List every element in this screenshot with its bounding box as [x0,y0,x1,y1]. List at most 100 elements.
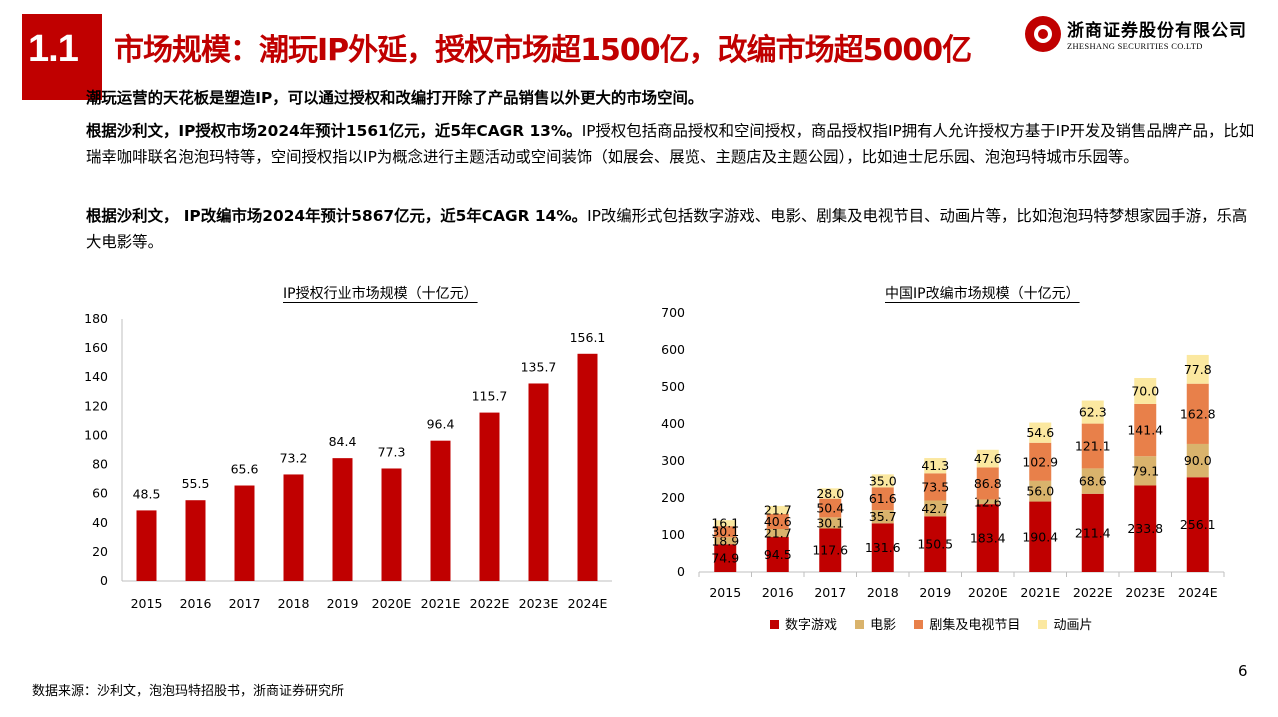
segment-value-label: 41.3 [921,458,949,473]
logo-en-text: ZHESHANG SECURITIES CO.LTD [1067,41,1203,51]
adaptation-legend: 数字游戏 电影 剧集及电视节目 动画片 [770,614,1106,633]
x-tick-label: 2016 [180,596,212,611]
segment-value-label: 121.1 [1075,438,1111,453]
y-tick-label: 120 [84,398,108,413]
x-tick-label: 2015 [709,585,741,600]
bar-value-label: 77.3 [378,444,406,459]
section-number: 1.1 [28,28,79,70]
x-tick-label: 2021E [1020,585,1060,600]
legend-label-tv: 剧集及电视节目 [929,618,1021,633]
legend-swatch-film [855,620,865,629]
licensing-bar-chart: 0 20 40 60 80 100 120 140 160 180 48.5 2015 55.5 2016… [84,311,612,611]
stack-segment-3 [924,458,947,474]
segment-value-label: 73.5 [921,479,949,494]
stack-segment-1 [924,500,947,517]
adaptation-chart-title: 中国IP改编市场规模（十亿元） [885,286,1080,302]
segment-value-label: 28.0 [816,486,844,501]
stack-segment-0 [1134,485,1157,572]
x-tick-label: 2020E [372,596,412,611]
segment-value-label: 79.1 [1131,463,1159,478]
x-tick-label: 2015 [131,596,163,611]
stack-segment-1 [819,517,842,529]
stack-segment-2 [1134,403,1157,457]
adaptation-highlight: 根据沙利文， IP改编市场2024年预计5867亿元，近5年CAGR 14%。 [86,207,588,225]
adaptation-stacked-chart: 010020030040050060070074.918.930.116.120… [661,305,1225,600]
stack-segment-2 [871,487,894,511]
page-title: 市场规模：潮玩IP外延，授权市场超1500亿，改编市场超5000亿 [114,33,972,68]
y-tick-label: 400 [661,416,685,431]
stack-segment-3 [1029,422,1052,443]
segment-value-label: 21.7 [764,502,792,517]
stack-segment-2 [766,513,789,530]
y-tick-label: 140 [84,369,108,384]
licensing-bar [185,500,206,581]
x-tick-label: 2016 [762,585,794,600]
stack-segment-2 [819,498,842,518]
y-tick-label: 40 [92,515,108,530]
stack-segment-0 [976,504,999,572]
x-tick-label: 2019 [919,585,951,600]
y-tick-label: 0 [677,564,685,579]
segment-value-label: 21.7 [764,526,792,541]
licensing-bar [332,458,353,581]
licensing-bar [430,440,451,581]
section-badge [22,14,102,100]
stack-segment-3 [766,505,789,514]
summary-text: 潮玩运营的天花板是塑造IP，可以通过授权和改编打开除了产品销售以外更大的市场空间… [86,89,704,107]
segment-value-label: 62.3 [1079,405,1107,420]
x-tick-label: 2017 [229,596,261,611]
stack-segment-0 [819,528,842,572]
bar-value-label: 73.2 [280,450,308,465]
segment-value-label: 86.8 [974,476,1002,491]
stack-segment-3 [1186,354,1209,384]
legend-item-tv: 剧集及电视节目 [914,614,1020,633]
segment-value-label: 183.4 [970,531,1006,546]
stack-segment-2 [1081,423,1104,469]
licensing-bar [381,468,402,581]
licensing-bar [136,510,157,581]
stack-segment-1 [871,510,894,524]
licensing-bar [234,485,255,581]
segment-value-label: 94.5 [764,547,792,562]
segment-value-label: 150.5 [917,537,953,552]
bar-value-label: 65.6 [231,462,259,477]
company-logo: 浙商证券股份有限公司 ZHESHANG SECURITIES CO.LTD [1025,16,1270,62]
segment-value-label: 35.7 [869,509,897,524]
y-tick-label: 100 [84,427,108,442]
stack-segment-3 [976,449,999,468]
y-tick-label: 700 [661,305,685,320]
y-tick-label: 600 [661,342,685,357]
x-tick-label: 2024E [568,596,608,611]
stack-segment-1 [1186,443,1209,478]
segment-value-label: 211.4 [1075,525,1111,540]
page-number: 6 [1238,662,1248,680]
logo-mark-icon [1025,16,1061,52]
x-tick-label: 2021E [421,596,461,611]
segment-value-label: 190.4 [1022,529,1058,544]
legend-swatch-games [770,620,779,629]
licensing-bar [528,383,549,581]
legend-item-animation: 动画片 [1038,614,1092,633]
segment-value-label: 131.6 [865,540,901,555]
y-tick-label: 200 [661,490,685,505]
stack-segment-1 [976,499,999,505]
segment-value-label: 68.6 [1079,474,1107,489]
licensing-bar [283,474,304,581]
segment-value-label: 102.9 [1022,454,1058,469]
legend-item-games: 数字游戏 [770,614,837,633]
stack-segment-0 [1186,477,1209,572]
x-tick-label: 2019 [327,596,359,611]
stack-segment-1 [1134,456,1157,486]
stack-segment-1 [766,529,789,538]
y-tick-label: 0 [100,573,108,588]
segment-value-label: 90.0 [1184,453,1212,468]
stack-segment-2 [1186,383,1209,444]
licensing-bar [577,353,598,581]
segment-value-label: 35.0 [869,473,897,488]
segment-value-label: 74.9 [711,551,739,566]
stack-segment-1 [714,537,737,545]
x-tick-label: 2020E [968,585,1008,600]
legend-label-games: 数字游戏 [785,618,838,633]
segment-value-label: 61.6 [869,491,897,506]
adaptation-detail: IP改编形式包括数字游戏、电影、剧集及电视节目、动画片等，比如泡泡玛特梦想家园手… [86,207,1248,251]
